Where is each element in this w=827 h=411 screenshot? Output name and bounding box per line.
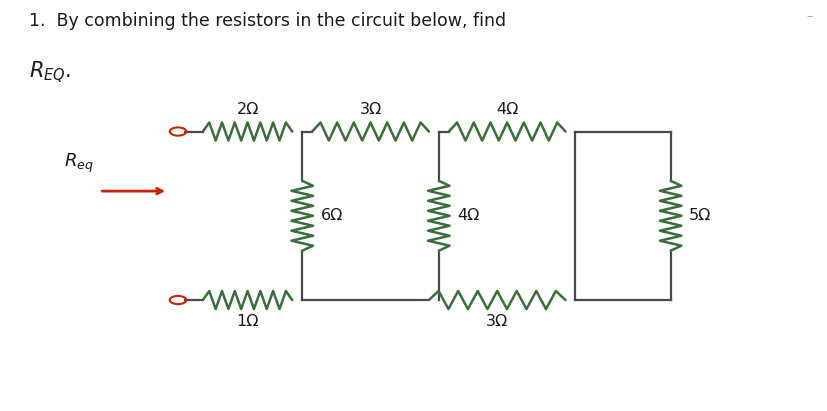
Text: 3Ω: 3Ω [485,314,508,329]
Text: 2Ω: 2Ω [236,102,259,117]
Text: 1.  By combining the resistors in the circuit below, find: 1. By combining the resistors in the cir… [29,12,505,30]
Text: 4Ω: 4Ω [495,102,518,117]
Text: 3Ω: 3Ω [359,102,381,117]
Text: 1Ω: 1Ω [236,314,259,329]
Text: 6Ω: 6Ω [320,208,342,223]
Text: –: – [805,10,812,23]
Text: 5Ω: 5Ω [688,208,710,223]
Text: $R_{EQ}$.: $R_{EQ}$. [29,60,71,85]
Text: $R_{eq}$: $R_{eq}$ [64,152,93,175]
Text: 4Ω: 4Ω [457,208,479,223]
